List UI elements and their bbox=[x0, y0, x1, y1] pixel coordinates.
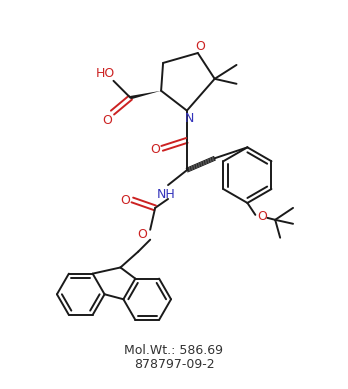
Text: O: O bbox=[120, 194, 130, 207]
Polygon shape bbox=[130, 91, 161, 100]
Text: Mol.Wt.: 586.69: Mol.Wt.: 586.69 bbox=[125, 344, 223, 357]
Text: O: O bbox=[137, 228, 147, 241]
Text: HO: HO bbox=[96, 67, 115, 81]
Text: O: O bbox=[258, 210, 267, 223]
Text: O: O bbox=[150, 143, 160, 156]
Text: O: O bbox=[195, 40, 205, 53]
Text: N: N bbox=[185, 112, 195, 125]
Text: NH: NH bbox=[157, 187, 175, 200]
Text: O: O bbox=[103, 114, 112, 127]
Text: 878797-09-2: 878797-09-2 bbox=[134, 358, 214, 371]
